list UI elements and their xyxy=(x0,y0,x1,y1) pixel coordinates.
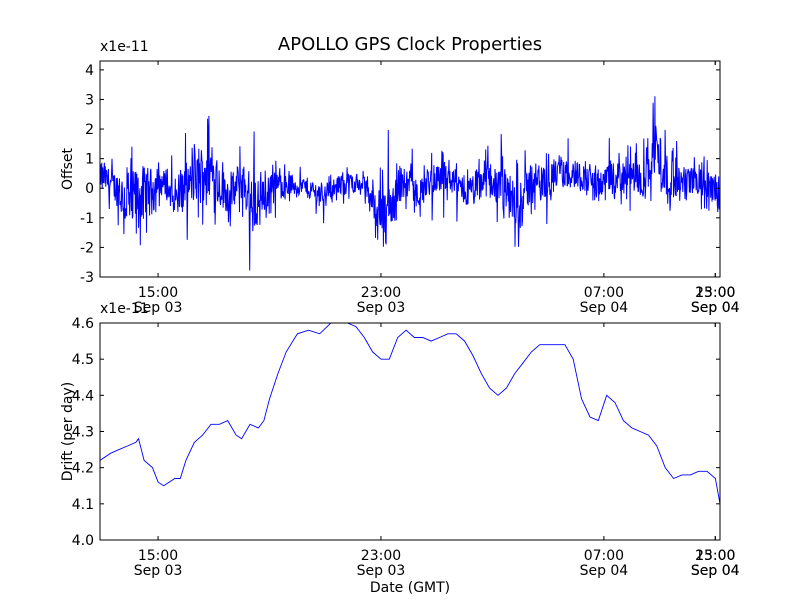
y-tick-label: 4.4 xyxy=(72,388,94,404)
y-axis-label: Drift (per day) xyxy=(60,382,76,481)
x-tick-date-label: Sep 03 xyxy=(134,563,183,579)
y-tick-label: 3 xyxy=(85,92,94,108)
y-tick-label: 1 xyxy=(85,152,94,168)
x-tick-date-label: Sep 03 xyxy=(357,300,406,316)
y-tick-label: 4.2 xyxy=(72,461,94,477)
y-tick-label: 4 xyxy=(85,63,94,79)
offset-series-line xyxy=(100,96,720,271)
x-tick-date-label: Sep 04 xyxy=(691,300,740,316)
y-tick-label: 4.3 xyxy=(72,425,94,441)
x-axis-label: Date (GMT) xyxy=(370,580,450,596)
x-tick-time-label: 07:00 xyxy=(584,285,624,301)
x-tick-date-label: Sep 04 xyxy=(691,563,740,579)
drift-series-line xyxy=(100,323,720,504)
y-tick-label: -2 xyxy=(80,240,94,256)
axis-scale-label: x1e-11 xyxy=(100,301,149,317)
y-tick-label: 4.1 xyxy=(72,497,94,513)
y-axis-label: Offset xyxy=(60,147,76,190)
x-tick-time-label: 15:00 xyxy=(695,285,735,301)
y-tick-label: -3 xyxy=(80,270,94,286)
x-tick-date-label: Sep 03 xyxy=(357,563,406,579)
x-tick-date-label: Sep 04 xyxy=(580,563,629,579)
y-tick-label: 4.0 xyxy=(72,533,94,549)
axes-frame xyxy=(99,60,721,278)
y-tick-label: 4.6 xyxy=(72,316,94,332)
x-tick-date-label: Sep 04 xyxy=(580,300,629,316)
x-tick-date-label: Sep 03 xyxy=(134,300,183,316)
x-tick-time-label: 23:00 xyxy=(361,548,401,564)
x-tick-time-label: 07:00 xyxy=(584,548,624,564)
axis-scale-label: x1e-11 xyxy=(100,39,149,55)
x-tick-date-label: Sep 04 xyxy=(691,563,740,579)
x-tick-date-label: Sep 04 xyxy=(691,300,740,316)
y-tick-label: 0 xyxy=(85,181,94,197)
x-tick-time-label: 15:00 xyxy=(138,548,178,564)
figure-title: APOLLO GPS Clock Properties xyxy=(278,34,542,55)
x-tick-time-label: 23:00 xyxy=(361,285,401,301)
y-tick-label: 2 xyxy=(85,122,94,138)
x-tick-time-label: 15:00 xyxy=(138,285,178,301)
x-tick-time-label: 15:00 xyxy=(695,548,735,564)
y-tick-label: 4.5 xyxy=(72,352,94,368)
x-tick-time-label: 23:00 xyxy=(695,548,735,564)
y-tick-label: -1 xyxy=(80,211,94,227)
x-tick-time-label: 23:00 xyxy=(695,285,735,301)
